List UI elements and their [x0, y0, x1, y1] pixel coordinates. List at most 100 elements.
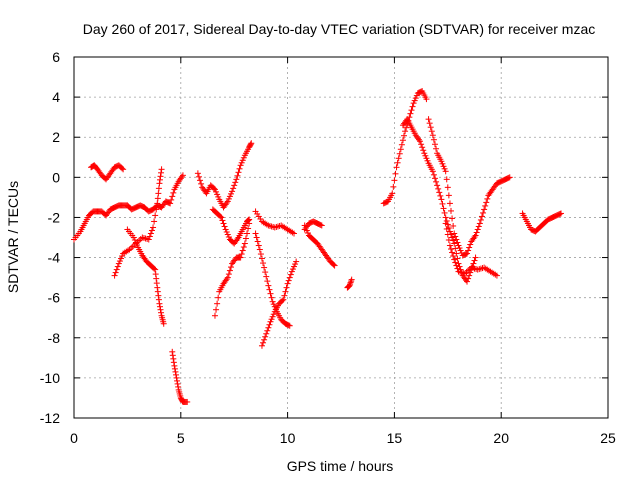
data-point [269, 298, 276, 305]
data-point [437, 192, 444, 199]
data-point [167, 200, 174, 207]
data-point [134, 242, 141, 249]
data-point [410, 100, 417, 107]
data-point [417, 138, 424, 145]
data-point [264, 327, 271, 334]
data-point [423, 96, 430, 103]
data-point [215, 294, 222, 301]
data-point [115, 260, 122, 267]
data-point [453, 250, 460, 257]
data-point [184, 398, 191, 405]
data-point [173, 374, 180, 381]
series-arc4 [124, 226, 167, 327]
data-point [152, 266, 159, 273]
data-point [292, 261, 299, 268]
data-point [449, 215, 456, 222]
x-tick-label: 15 [387, 430, 403, 446]
data-point [245, 217, 252, 224]
data-point [430, 171, 437, 178]
data-point [261, 264, 268, 271]
data-point [455, 242, 462, 249]
data-point [156, 180, 163, 187]
data-point [431, 175, 438, 182]
data-point [408, 107, 415, 114]
data-point [151, 218, 158, 225]
data-point [269, 313, 276, 320]
data-point [285, 322, 292, 329]
data-point [227, 190, 234, 197]
data-point [245, 225, 252, 232]
data-point [263, 330, 270, 337]
data-point [235, 169, 242, 176]
data-point [116, 258, 123, 265]
data-point [407, 110, 414, 117]
data-point [282, 288, 289, 295]
data-point [390, 183, 397, 190]
data-point [170, 359, 177, 366]
data-point [264, 278, 271, 285]
data-point [114, 263, 121, 270]
data-point [244, 230, 251, 237]
data-point [446, 242, 453, 249]
data-point [330, 261, 337, 268]
data-point [253, 234, 260, 241]
data-point [156, 303, 163, 310]
data-point [425, 116, 432, 123]
data-point [265, 282, 272, 289]
data-point [422, 152, 429, 159]
data-point [166, 199, 173, 206]
series-arc3 [111, 166, 165, 279]
data-point [446, 200, 453, 207]
data-point [238, 251, 245, 258]
data-point [154, 288, 161, 295]
data-point [303, 227, 310, 234]
data-point [291, 263, 298, 270]
data-point [215, 193, 222, 200]
series-arc9 [252, 208, 298, 237]
data-point [247, 141, 254, 148]
data-point [148, 227, 155, 234]
data-point [451, 230, 458, 237]
series-arc17 [425, 116, 513, 259]
data-point [440, 205, 447, 212]
data-point [401, 132, 408, 139]
data-point [112, 269, 119, 276]
series-arc14 [344, 276, 355, 291]
data-point [411, 97, 418, 104]
data-point [214, 300, 221, 307]
data-point [281, 292, 288, 299]
data-point [211, 186, 218, 193]
data-point [439, 160, 446, 167]
data-point [465, 275, 472, 282]
series-arc2 [88, 162, 127, 183]
data-point [428, 128, 435, 135]
data-point [169, 352, 176, 359]
data-point [466, 244, 473, 251]
series-arc8 [211, 220, 253, 319]
data-point [246, 220, 253, 227]
data-point [434, 182, 441, 189]
data-point [478, 213, 485, 220]
data-point [403, 124, 410, 131]
data-point [175, 383, 182, 390]
data-point [450, 237, 457, 244]
data-point [474, 226, 481, 233]
data-point [427, 124, 434, 131]
data-point [211, 312, 218, 319]
data-point [231, 182, 238, 189]
data-point [396, 150, 403, 157]
data-point [257, 251, 264, 258]
data-point [225, 271, 232, 278]
series-arc11 [258, 258, 300, 349]
data-point [286, 274, 293, 281]
data-point [439, 200, 446, 207]
x-axis-label: GPS time / hours [287, 458, 394, 474]
data-point [289, 266, 296, 273]
data-point [239, 157, 246, 164]
x-axis: 0 5 10 15 20 25 [70, 57, 616, 446]
data-point [232, 179, 239, 186]
data-point [267, 318, 274, 325]
y-tick-label: 4 [52, 89, 60, 105]
data-point [484, 195, 491, 202]
data-point [457, 247, 464, 254]
